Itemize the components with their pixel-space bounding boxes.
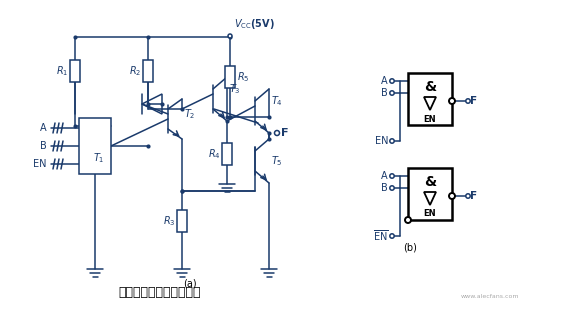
Text: B: B bbox=[381, 183, 388, 193]
Text: 三态门电路及其逻辑符号: 三态门电路及其逻辑符号 bbox=[119, 286, 201, 299]
Text: F: F bbox=[281, 128, 289, 138]
Text: $T_1$: $T_1$ bbox=[93, 151, 105, 165]
Text: (a): (a) bbox=[183, 278, 197, 288]
Text: EN: EN bbox=[424, 210, 437, 218]
Text: $R_5$: $R_5$ bbox=[237, 70, 249, 84]
Bar bbox=[79, 118, 111, 174]
Circle shape bbox=[466, 194, 470, 198]
Circle shape bbox=[405, 217, 411, 223]
Circle shape bbox=[390, 174, 394, 178]
Text: $T_5$: $T_5$ bbox=[271, 154, 283, 168]
Text: www.alecfans.com: www.alecfans.com bbox=[461, 294, 519, 299]
Text: A: A bbox=[381, 171, 388, 181]
Text: $R_4$: $R_4$ bbox=[208, 147, 221, 161]
Bar bbox=[177, 210, 187, 232]
Bar bbox=[70, 60, 80, 82]
Text: B: B bbox=[40, 141, 47, 151]
Text: $R_2$: $R_2$ bbox=[129, 64, 141, 78]
Circle shape bbox=[275, 130, 280, 136]
Circle shape bbox=[449, 193, 455, 199]
Bar bbox=[408, 168, 452, 220]
Circle shape bbox=[449, 98, 455, 104]
Bar bbox=[143, 60, 153, 82]
Text: A: A bbox=[381, 76, 388, 86]
Bar bbox=[222, 143, 232, 165]
Bar bbox=[408, 73, 452, 125]
Text: A: A bbox=[41, 123, 47, 133]
Text: $R_1$: $R_1$ bbox=[56, 64, 68, 78]
Text: $R_3$: $R_3$ bbox=[163, 214, 175, 228]
Text: F: F bbox=[470, 191, 478, 201]
Text: &: & bbox=[424, 80, 436, 94]
Text: B: B bbox=[381, 88, 388, 98]
Text: F: F bbox=[470, 96, 478, 106]
Circle shape bbox=[390, 139, 394, 143]
Circle shape bbox=[466, 99, 470, 103]
Circle shape bbox=[228, 34, 232, 38]
Text: EN: EN bbox=[424, 115, 437, 124]
Text: EN: EN bbox=[374, 136, 388, 146]
Text: (b): (b) bbox=[403, 242, 417, 252]
Circle shape bbox=[390, 79, 394, 83]
Bar bbox=[225, 66, 235, 88]
Text: $\overline{\mathrm{EN}}$: $\overline{\mathrm{EN}}$ bbox=[373, 229, 388, 243]
Text: &: & bbox=[424, 175, 436, 189]
Text: $T_3$: $T_3$ bbox=[229, 82, 241, 96]
Circle shape bbox=[390, 234, 394, 238]
Circle shape bbox=[390, 91, 394, 95]
Text: $V_{\mathrm{CC}}\mathbf{(5V)}$: $V_{\mathrm{CC}}\mathbf{(5V)}$ bbox=[234, 17, 275, 31]
Circle shape bbox=[390, 186, 394, 190]
Text: $T_4$: $T_4$ bbox=[271, 94, 283, 108]
Text: EN: EN bbox=[33, 159, 47, 169]
Text: $T_2$: $T_2$ bbox=[184, 107, 196, 121]
